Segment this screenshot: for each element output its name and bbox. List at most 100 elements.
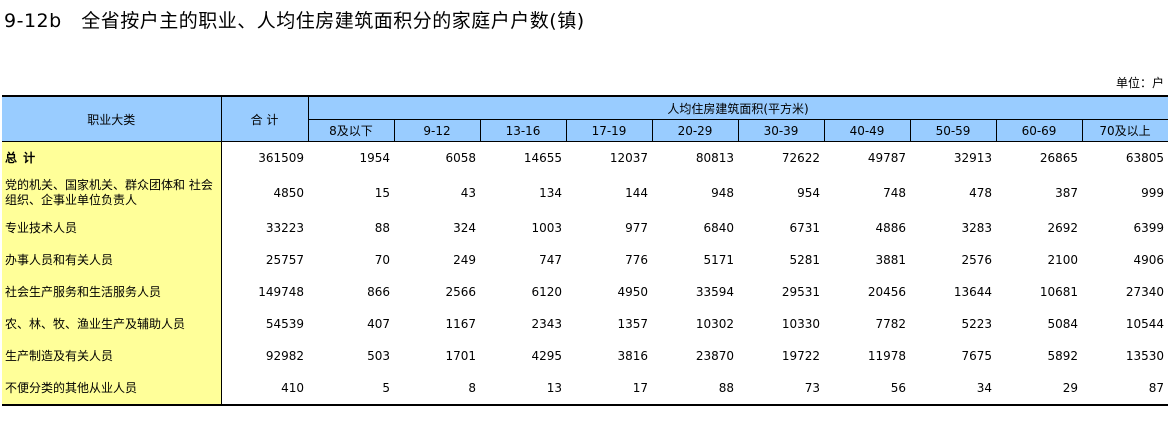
table-cell: 4886 <box>875 221 906 235</box>
table-cell: 29531 <box>781 285 820 299</box>
table-cell: 29 <box>1062 381 1078 395</box>
table-row: 办事人员和有关人员 25757 70 249 747 776 5171 5281 3881 257… <box>2 244 1168 276</box>
table-cell: 88 <box>374 221 390 235</box>
header-bin: 40-49 <box>823 119 911 142</box>
table-cell: 10681 <box>1039 285 1078 299</box>
table-row-total: 总 计 361509 1954 6058 14655 12037 80813 72622 497… <box>2 141 1168 174</box>
table-cell: 4950 <box>617 285 648 299</box>
table-cell: 5223 <box>961 317 992 331</box>
table-cell: 17 <box>632 381 648 395</box>
table-cell: 324 <box>453 221 476 235</box>
table-cell: 12037 <box>609 151 648 165</box>
table-cell: 776 <box>625 253 648 267</box>
row-label: 办事人员和有关人员 <box>2 244 222 276</box>
table-cell: 866 <box>367 285 390 299</box>
table-cell: 387 <box>1055 186 1078 200</box>
table-cell: 43 <box>460 186 476 200</box>
row-label: 不便分类的其他从业人员 <box>2 372 222 405</box>
row-label: 农、林、牧、渔业生产及辅助人员 <box>2 308 222 340</box>
row-total: 25757 <box>265 253 304 267</box>
table-cell: 19722 <box>781 349 820 363</box>
table-cell: 10544 <box>1125 317 1165 331</box>
table-row: 党的机关、国家机关、群众团体和 社会组织、企事业单位负责人 4850 15 43 134… <box>2 174 1168 212</box>
table-cell: 5281 <box>789 253 820 267</box>
table-cell: 10302 <box>695 317 734 331</box>
header-bins-row: 8及以下 9-12 13-16 17-19 20-29 30-39 40-49 50-59 60… <box>2 119 1168 142</box>
table-cell: 3816 <box>617 349 648 363</box>
table-body: 总 计 361509 1954 6058 14655 12037 80813 72622 497… <box>2 141 1168 405</box>
table-cell: 1701 <box>445 349 476 363</box>
page-title: 9-12b 全省按户主的职业、人均住房建筑面积分的家庭户户数(镇) <box>4 10 585 32</box>
table-cell: 3283 <box>961 221 992 235</box>
table-cell: 88 <box>718 381 734 395</box>
table-cell: 27340 <box>1125 285 1165 299</box>
header-category: 职业大类 <box>2 95 222 142</box>
table-cell: 5892 <box>1047 349 1078 363</box>
row-label: 社会生产服务和生活服务人员 <box>2 276 222 308</box>
table-cell: 13530 <box>1125 349 1165 363</box>
data-table: 职业大类 合 计 人均住房建筑面积(平方米) 8及以下 9-12 13-16 17-1… <box>2 95 1168 406</box>
header-bin: 60-69 <box>995 119 1083 142</box>
header-bin: 13-16 <box>479 119 567 142</box>
table-cell: 5171 <box>703 253 734 267</box>
table-cell: 748 <box>883 186 906 200</box>
table-cell: 2566 <box>445 285 476 299</box>
table-cell: 73 <box>804 381 820 395</box>
table-cell: 1357 <box>617 317 648 331</box>
table-cell: 8 <box>468 381 476 395</box>
table-cell: 1167 <box>445 317 476 331</box>
row-total: 33223 <box>265 221 304 235</box>
table-cell: 23870 <box>695 349 734 363</box>
table-cell: 20456 <box>867 285 906 299</box>
table-row: 生产制造及有关人员 92982 503 1701 4295 3816 23870 19722 1… <box>2 340 1168 372</box>
table-cell: 6731 <box>789 221 820 235</box>
header-bin: 20-29 <box>651 119 739 142</box>
header-total: 合 计 <box>220 95 309 142</box>
row-total: 410 <box>281 381 304 395</box>
row-total: 92982 <box>265 349 304 363</box>
table-cell: 13 <box>546 381 562 395</box>
table-cell: 2576 <box>961 253 992 267</box>
row-label: 生产制造及有关人员 <box>2 340 222 372</box>
header-bin: 8及以下 <box>307 119 395 142</box>
table-cell: 1003 <box>531 221 562 235</box>
row-total: 149748 <box>258 285 304 299</box>
row-label: 总 计 <box>2 141 222 174</box>
table-cell: 5 <box>382 381 390 395</box>
table-cell: 948 <box>711 186 734 200</box>
table-cell: 14655 <box>523 151 562 165</box>
row-total: 54539 <box>265 317 304 331</box>
table-cell: 15 <box>374 186 390 200</box>
row-label: 党的机关、国家机关、群众团体和 社会组织、企事业单位负责人 <box>2 174 222 212</box>
table-cell: 63805 <box>1125 151 1165 165</box>
unit-label: 单位：户 <box>1115 76 1164 90</box>
table-cell: 2692 <box>1047 221 1078 235</box>
table-row: 专业技术人员 33223 88 324 1003 977 6840 6731 4886 3283 2… <box>2 212 1168 244</box>
table-cell: 32913 <box>953 151 992 165</box>
table-cell: 3881 <box>875 253 906 267</box>
table-cell: 6840 <box>703 221 734 235</box>
table-cell: 999 <box>1141 186 1165 200</box>
row-total: 361509 <box>258 151 304 165</box>
header-bin: 50-59 <box>909 119 997 142</box>
table-cell: 954 <box>797 186 820 200</box>
table-cell: 33594 <box>695 285 734 299</box>
table-row: 社会生产服务和生活服务人员 149748 866 2566 6120 4950 33594 2… <box>2 276 1168 308</box>
header-bin: 9-12 <box>393 119 481 142</box>
table-row: 不便分类的其他从业人员 410 5 8 13 17 88 73 56 34 29 87 <box>2 372 1168 405</box>
table-cell: 6120 <box>531 285 562 299</box>
table-cell: 747 <box>539 253 562 267</box>
table-cell: 478 <box>969 186 992 200</box>
header-area-group: 人均住房建筑面积(平方米) <box>307 95 1168 120</box>
table-cell: 49787 <box>867 151 906 165</box>
header-bin: 17-19 <box>565 119 653 142</box>
table-cell: 6399 <box>1133 221 1165 235</box>
table-cell: 4295 <box>531 349 562 363</box>
table-cell: 144 <box>625 186 648 200</box>
table-cell: 10330 <box>781 317 820 331</box>
table-cell: 1954 <box>359 151 390 165</box>
table-cell: 26865 <box>1039 151 1078 165</box>
table-cell: 249 <box>453 253 476 267</box>
table-cell: 2343 <box>531 317 562 331</box>
table-cell: 134 <box>539 186 562 200</box>
